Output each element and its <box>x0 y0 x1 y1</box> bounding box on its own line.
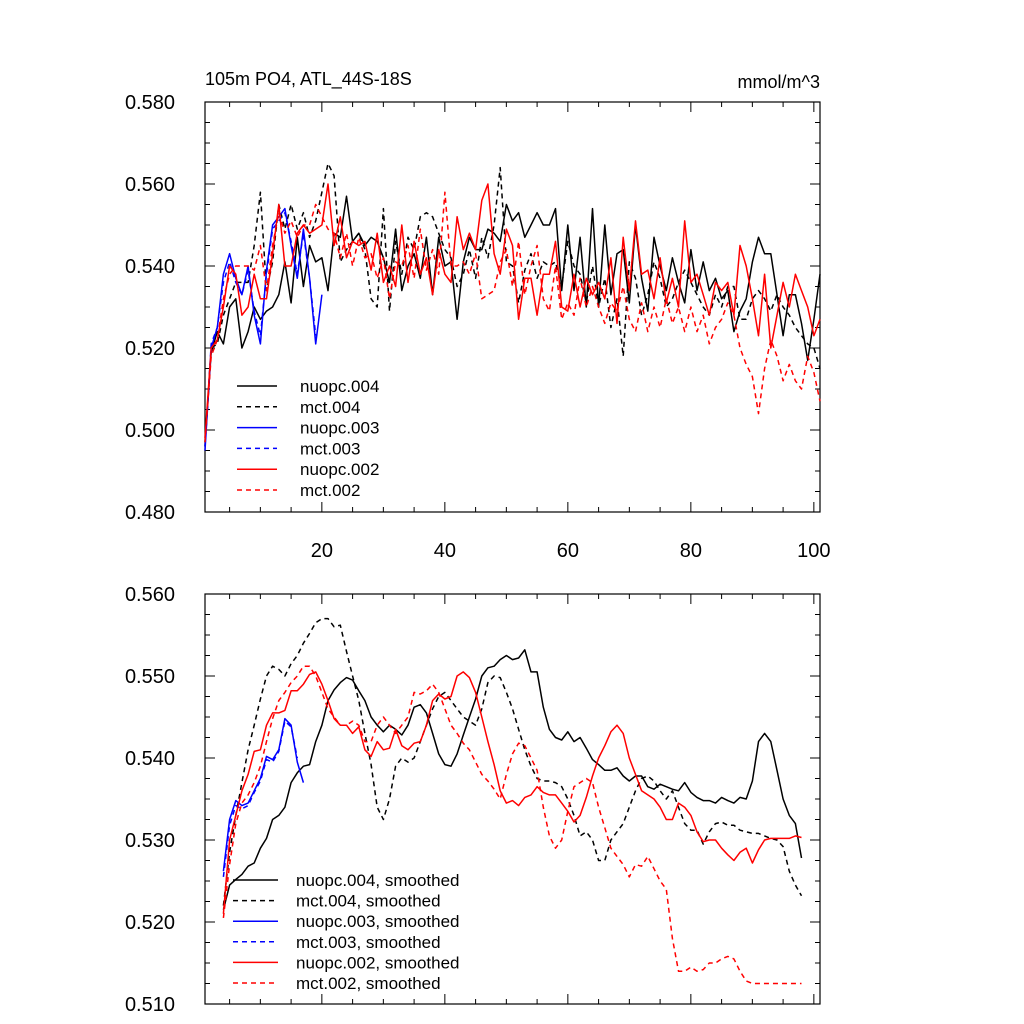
y-tick-label: 0.540 <box>125 748 175 770</box>
series-line-nuopc-003-smoothed <box>222 717 305 872</box>
y-tick-label: 0.510 <box>125 994 175 1016</box>
series-line-mct-003-smoothed <box>222 720 299 877</box>
series-line-mct-003 <box>204 211 317 447</box>
series-line-mct-004-smoothed <box>222 617 803 906</box>
bottom-series-group <box>222 617 803 985</box>
series-line-nuopc-004-smoothed <box>222 649 803 910</box>
legend-label: mct.003 <box>300 439 360 458</box>
y-tick-label: 0.560 <box>125 584 175 606</box>
y-tick-label: 0.530 <box>125 830 175 852</box>
x-tick-label: 100 <box>797 540 830 562</box>
x-tick-label: 20 <box>311 540 333 562</box>
top-chart-panel: 105m PO4, ATL_44S-18S mmol/m^3 20 40 60 80 1… <box>125 69 831 562</box>
x-tick-label: 60 <box>557 540 579 562</box>
y-tick-label: 0.550 <box>125 666 175 688</box>
chart-title: 105m PO4, ATL_44S-18S <box>205 69 412 90</box>
legend-label: mct.004 <box>300 398 360 417</box>
legend-label: mct.004, smoothed <box>296 892 441 911</box>
legend-label: mct.002, smoothed <box>296 974 441 993</box>
top-series-group <box>204 162 821 451</box>
y-tick-label: 0.480 <box>125 502 175 524</box>
legend-label: nuopc.003, smoothed <box>296 912 460 931</box>
legend-label: nuopc.002 <box>300 460 379 479</box>
bottom-axis-ticks: 0.510 0.520 0.530 0.540 0.550 0.560 <box>125 584 820 1016</box>
legend-label: nuopc.004 <box>300 377 379 396</box>
series-line-nuopc-002 <box>204 183 821 439</box>
top-axis-ticks: 20 40 60 80 100 0.480 0.500 0.520 0.540 0.560 0.58… <box>125 92 831 562</box>
legend-label: mct.003, smoothed <box>296 933 441 952</box>
chart-units: mmol/m^3 <box>738 72 820 92</box>
y-tick-label: 0.520 <box>125 338 175 360</box>
x-tick-label: 80 <box>680 540 702 562</box>
y-tick-label: 0.580 <box>125 92 175 114</box>
y-tick-label: 0.540 <box>125 256 175 278</box>
x-tick-label: 40 <box>434 540 456 562</box>
legend-label: nuopc.003 <box>300 419 379 438</box>
series-line-mct-002-smoothed <box>222 665 802 985</box>
legend-label: nuopc.002, smoothed <box>296 953 460 972</box>
series-line-mct-004 <box>204 162 821 447</box>
y-tick-label: 0.520 <box>125 912 175 934</box>
y-tick-label: 0.500 <box>125 420 175 442</box>
series-line-nuopc-002-smoothed <box>222 671 802 914</box>
legend-label: mct.002 <box>300 481 360 500</box>
top-plot-frame <box>204 101 821 513</box>
bottom-chart-panel: 0.510 0.520 0.530 0.540 0.550 0.560 nuopc.004… <box>125 584 821 1016</box>
legend-label: nuopc.004, smoothed <box>296 871 460 890</box>
y-tick-label: 0.560 <box>125 174 175 196</box>
